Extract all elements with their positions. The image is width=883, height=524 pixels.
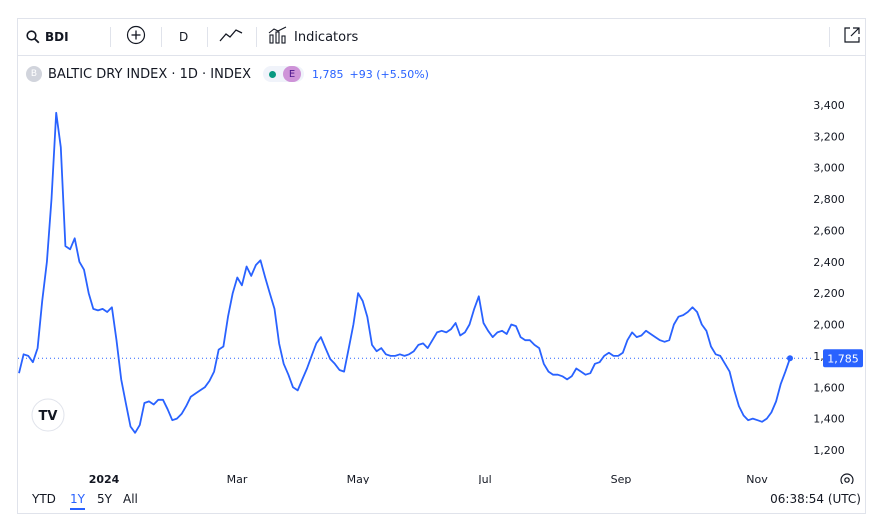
range-all[interactable]: All bbox=[123, 492, 138, 506]
range-1y[interactable]: 1Y bbox=[70, 492, 85, 510]
y-tick-label: 2,600 bbox=[813, 224, 845, 237]
market-status-dot bbox=[269, 70, 276, 78]
x-tick-label: Jul bbox=[477, 473, 491, 484]
top-toolbar: BDI D Indicators bbox=[18, 19, 865, 56]
x-tick-label: Sep bbox=[611, 473, 632, 484]
bottom-toolbar: YTD 1Y 5Y All 06:38:54 (UTC) bbox=[18, 485, 865, 515]
watermark-logo: TV bbox=[31, 398, 65, 432]
chart-style-button[interactable] bbox=[219, 19, 243, 55]
divider bbox=[829, 27, 830, 47]
price-chart[interactable]: 1,2001,4001,6001,8002,0002,2002,4002,600… bbox=[18, 56, 865, 484]
indicators-button[interactable]: Indicators bbox=[268, 19, 358, 55]
svg-text:TV: TV bbox=[39, 409, 58, 424]
price-change: +93 (+5.50%) bbox=[349, 67, 429, 81]
chart-widget: BDI D Indicators bbox=[17, 18, 866, 514]
popout-button[interactable] bbox=[842, 19, 862, 55]
range-5y[interactable]: 5Y bbox=[97, 492, 112, 506]
interval-button[interactable]: D bbox=[179, 19, 188, 55]
plus-circle-icon bbox=[126, 25, 146, 49]
divider bbox=[161, 27, 162, 47]
price-series-line bbox=[18, 111, 791, 434]
last-price: 1,785 bbox=[312, 67, 344, 81]
status-pill[interactable]: E bbox=[263, 66, 304, 82]
divider bbox=[256, 27, 257, 47]
indicators-icon bbox=[268, 26, 288, 48]
clock: 06:38:54 (UTC) bbox=[770, 492, 861, 506]
time-axis: 2024 Mar May Jul Sep Nov bbox=[89, 473, 769, 484]
y-tick-label: 1,600 bbox=[813, 381, 845, 394]
y-tick-label: 1,400 bbox=[813, 413, 845, 426]
x-tick-label: Mar bbox=[227, 473, 248, 484]
compare-button[interactable] bbox=[126, 19, 146, 55]
y-tick-label: 2,200 bbox=[813, 287, 845, 300]
symbol-logo: B bbox=[26, 66, 42, 82]
price-axis: 1,2001,4001,6001,8002,0002,2002,4002,600… bbox=[813, 99, 863, 457]
last-price-label: 1,785 bbox=[827, 352, 859, 365]
range-ytd[interactable]: YTD bbox=[32, 492, 56, 506]
y-tick-label: 3,000 bbox=[813, 162, 845, 175]
x-tick-label: Nov bbox=[746, 473, 768, 484]
plot-area bbox=[18, 111, 813, 434]
y-tick-label: 2,800 bbox=[813, 193, 845, 206]
y-tick-label: 2,400 bbox=[813, 256, 845, 269]
divider bbox=[207, 27, 208, 47]
settings-gear-icon[interactable] bbox=[840, 473, 854, 484]
x-tick-label: May bbox=[347, 473, 370, 484]
search-icon bbox=[26, 30, 40, 44]
last-price-label-bg bbox=[823, 349, 863, 368]
symbol-search[interactable]: BDI bbox=[26, 19, 69, 55]
eod-badge: E bbox=[283, 66, 301, 82]
legend-title: BALTIC DRY INDEX · 1D · INDEX bbox=[48, 66, 251, 82]
interval-label: D bbox=[179, 30, 189, 44]
x-tick-label: 2024 bbox=[89, 473, 120, 484]
y-tick-label: 2,000 bbox=[813, 319, 845, 332]
divider bbox=[110, 27, 111, 47]
y-tick-label: 3,400 bbox=[813, 99, 845, 112]
symbol-label: BDI bbox=[45, 30, 69, 44]
y-tick-label: 3,200 bbox=[813, 130, 845, 143]
external-link-icon bbox=[842, 25, 862, 49]
indicators-label: Indicators bbox=[294, 29, 359, 45]
last-point bbox=[787, 355, 793, 362]
y-tick-label: 1,200 bbox=[813, 444, 845, 457]
line-chart-icon bbox=[219, 27, 243, 47]
series-legend: B BALTIC DRY INDEX · 1D · INDEX E 1,785 … bbox=[26, 65, 429, 83]
